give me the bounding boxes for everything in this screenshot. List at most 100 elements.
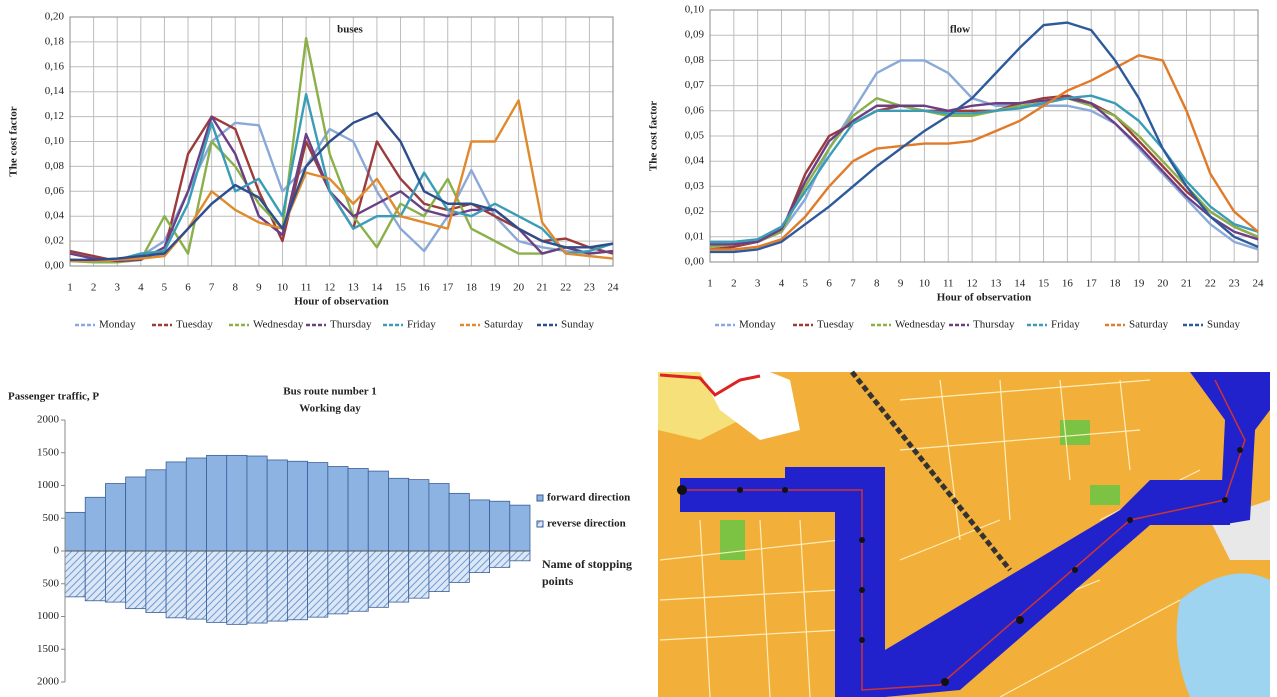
y-tick-label: 0,03 — [685, 180, 705, 192]
legend-label: Saturday — [484, 319, 524, 331]
x-tick-label: 9 — [256, 282, 262, 294]
y-axis-label: Passenger traffic, P — [8, 391, 99, 403]
x-tick-label: 10 — [277, 282, 289, 294]
x-tick-label: 14 — [371, 282, 383, 294]
x-tick-label: 18 — [1110, 278, 1122, 290]
legend-swatch — [536, 520, 544, 528]
bar — [105, 550, 127, 603]
x-tick-label: 5 — [162, 282, 168, 294]
bar — [388, 550, 410, 603]
series-line — [709, 97, 1259, 249]
y-tick-label: 0,14 — [45, 85, 65, 97]
series-line — [710, 97, 1259, 246]
x-tick-label: 16 — [1062, 278, 1074, 290]
x-tick-label: 15 — [395, 282, 407, 294]
x-tick-label: 4 — [138, 282, 144, 294]
bar — [509, 550, 531, 562]
y-tick-label: 1000 — [37, 610, 60, 622]
x-tick-label: 1 — [707, 278, 713, 290]
series-line — [69, 92, 614, 263]
x-tick-label: 20 — [1157, 278, 1169, 290]
x-tick-label: 6 — [826, 278, 832, 290]
series-line — [70, 99, 614, 263]
x-tick-label: 12 — [324, 282, 335, 294]
legend-label: Sunday — [561, 319, 595, 331]
y-axis-label: The cost factor — [8, 106, 20, 176]
series-line — [709, 94, 1259, 251]
x-tick-label: 2 — [91, 282, 97, 294]
x-axis-label: Hour of observation — [294, 296, 389, 308]
y-tick-label: 2000 — [37, 414, 60, 426]
bar — [307, 550, 329, 618]
x-tick-label: 21 — [1181, 278, 1192, 290]
y-tick-label: 0,07 — [685, 79, 705, 91]
x-tick-label: 24 — [608, 282, 620, 294]
legend-label: Thursday — [973, 319, 1015, 331]
bar — [145, 550, 167, 613]
x-tick-label: 6 — [185, 282, 191, 294]
x-tick-label: 17 — [442, 282, 454, 294]
legend-label: Monday — [739, 319, 776, 331]
y-tick-label: 0,08 — [45, 160, 65, 172]
y-tick-label: 0 — [54, 545, 60, 557]
legend-label: reverse direction — [547, 518, 626, 530]
bar — [246, 550, 268, 624]
legend-label: Tuesday — [817, 319, 854, 331]
bar — [165, 461, 187, 552]
bar — [84, 496, 106, 552]
legend-label: Sunday — [1207, 319, 1241, 331]
bar — [105, 483, 127, 552]
legend-label: Wednesday — [253, 319, 304, 331]
x-tick-label: 22 — [1205, 278, 1216, 290]
bar — [428, 483, 450, 552]
series-line — [69, 121, 614, 263]
y-tick-label: 0,10 — [685, 4, 705, 16]
x-axis-label: Hour of observation — [937, 292, 1032, 304]
plot-frame — [69, 16, 614, 267]
y-tick-label: 0,00 — [45, 260, 65, 272]
x-tick-label: 8 — [874, 278, 880, 290]
bar — [226, 454, 248, 552]
bar — [307, 462, 329, 552]
legend-label: Thursday — [330, 319, 372, 331]
bar — [388, 477, 410, 552]
bar — [489, 550, 511, 568]
x-tick-label: 23 — [584, 282, 596, 294]
y-tick-label: 0,06 — [685, 104, 705, 116]
bar — [327, 466, 349, 552]
bar — [367, 550, 389, 608]
plot-frame — [709, 9, 1259, 263]
y-tick-label: 0,12 — [45, 110, 64, 122]
bar — [165, 550, 187, 619]
chart-title: buses — [337, 24, 363, 36]
legend-label: Friday — [1051, 319, 1080, 331]
y-tick-label: 0,00 — [685, 256, 705, 268]
x-tick-label: 23 — [1229, 278, 1241, 290]
x-tick-label: 20 — [513, 282, 525, 294]
bar — [347, 550, 369, 612]
route-map — [658, 370, 1270, 697]
series-line — [710, 21, 1259, 254]
y-tick-label: 0,08 — [685, 54, 705, 66]
bar — [509, 504, 531, 552]
bar — [64, 511, 86, 552]
legend-swatch — [536, 494, 544, 502]
y-tick-label: 1500 — [37, 643, 60, 655]
chart-subtitle: Working day — [299, 403, 361, 415]
bar — [64, 550, 86, 598]
y-tick-label: 0,04 — [685, 155, 705, 167]
x-tick-label: 12 — [967, 278, 978, 290]
y-tick-label: 500 — [43, 512, 60, 524]
bar — [408, 479, 430, 552]
bar — [145, 469, 167, 552]
bar — [246, 455, 268, 552]
x-tick-label: 5 — [803, 278, 809, 290]
series-line — [710, 54, 1259, 251]
x-tick-label: 9 — [898, 278, 904, 290]
y-tick-label: 0,10 — [45, 135, 65, 147]
x-tick-label: 24 — [1253, 278, 1265, 290]
chart-title: Bus route number 1 — [283, 386, 376, 398]
legend-label: Friday — [407, 319, 436, 331]
